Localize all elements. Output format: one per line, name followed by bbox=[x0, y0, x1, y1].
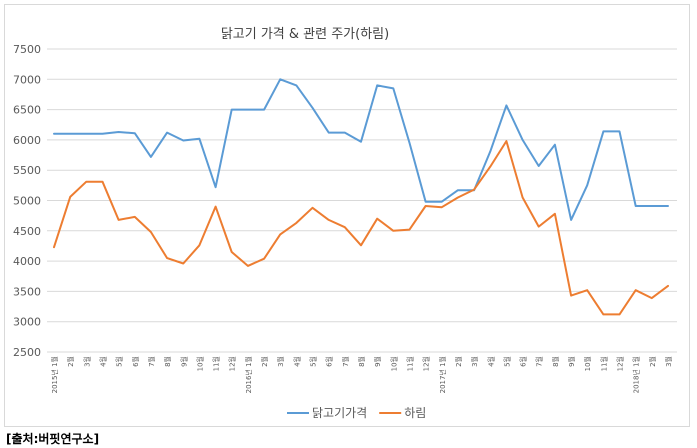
y-tick-label: 2500 bbox=[13, 346, 41, 359]
chart-title: 닭고기 가격 & 관련 주가(하림) bbox=[221, 27, 389, 42]
x-tick-label: 3월 bbox=[276, 356, 285, 367]
series-line bbox=[53, 78, 669, 221]
x-tick-label: 8월 bbox=[163, 356, 172, 367]
x-tick-label: 3월 bbox=[470, 356, 479, 367]
x-tick-label: 10월 bbox=[195, 356, 204, 371]
line-chart: 닭고기 가격 & 관련 주가(하림) 7500 7000 6500 6000 5500 5… bbox=[13, 27, 677, 420]
x-tick-label: 2017년 1월 bbox=[438, 356, 447, 393]
x-tick-label: 2월 bbox=[454, 356, 463, 367]
x-tick-label: 2016년 1월 bbox=[244, 356, 253, 393]
x-tick-label: 6월 bbox=[325, 356, 334, 367]
legend: 닭고기가격 하림 bbox=[287, 406, 426, 420]
x-tick-label: 9월 bbox=[567, 356, 576, 367]
x-tick-label: 2018년 1월 bbox=[632, 356, 641, 393]
x-tick-label: 2월 bbox=[66, 356, 75, 367]
x-tick-label: 3월 bbox=[664, 356, 673, 367]
x-tick-label: 12월 bbox=[422, 356, 431, 371]
series-lines bbox=[53, 78, 669, 316]
x-tick-label: 7월 bbox=[535, 356, 544, 367]
x-tick-label: 2월 bbox=[648, 356, 657, 367]
y-tick-label: 5500 bbox=[13, 164, 41, 177]
y-tick-label: 5000 bbox=[13, 195, 41, 208]
y-tick-label: 3500 bbox=[13, 285, 41, 298]
y-tick-label: 7000 bbox=[13, 73, 41, 86]
y-tick-label: 6000 bbox=[13, 134, 41, 147]
x-tick-label: 5월 bbox=[309, 356, 318, 367]
y-tick-label: 7500 bbox=[13, 43, 41, 56]
x-tick-label: 8월 bbox=[357, 356, 366, 367]
y-tick-label: 3000 bbox=[13, 316, 41, 329]
x-tick-label: 7월 bbox=[147, 356, 156, 367]
x-tick-label: 8월 bbox=[551, 356, 560, 367]
x-tick-label: 2월 bbox=[260, 356, 269, 367]
x-tick-label: 4월 bbox=[292, 356, 301, 367]
x-tick-label: 6월 bbox=[519, 356, 528, 367]
x-tick-label: 10월 bbox=[583, 356, 592, 371]
x-tick-label: 12월 bbox=[228, 356, 237, 371]
gridlines bbox=[47, 48, 677, 353]
x-tick-label: 4월 bbox=[486, 356, 495, 367]
x-tick-label: 5월 bbox=[502, 356, 511, 367]
x-tick-label: 10월 bbox=[389, 356, 398, 371]
x-tick-label: 2015년 1월 bbox=[50, 356, 59, 393]
x-tick-label: 4월 bbox=[98, 356, 107, 367]
x-tick-label: 11월 bbox=[405, 356, 414, 371]
x-axis-ticks: 2015년 1월 2월 3월 4월 5월 6월 7월 8월 9월 10월 11월 12월 2016년 1… bbox=[50, 356, 673, 393]
x-tick-label: 7월 bbox=[341, 356, 350, 367]
x-tick-label: 9월 bbox=[179, 356, 188, 367]
series-line bbox=[53, 140, 669, 316]
x-tick-label: 11월 bbox=[212, 356, 221, 371]
y-tick-label: 4500 bbox=[13, 225, 41, 238]
y-tick-label: 6500 bbox=[13, 104, 41, 117]
y-axis-ticks: 7500 7000 6500 6000 5500 5000 4500 4000 3500 3000… bbox=[13, 43, 41, 359]
x-tick-label: 3월 bbox=[82, 356, 91, 367]
x-tick-label: 5월 bbox=[115, 356, 124, 367]
source-note: [출처:버핏연구소] bbox=[6, 432, 100, 446]
chart-area: 닭고기 가격 & 관련 주가(하림) 7500 7000 6500 6000 5500 5… bbox=[4, 4, 690, 427]
legend-label: 닭고기가격 bbox=[312, 406, 367, 420]
y-tick-label: 4000 bbox=[13, 255, 41, 268]
x-tick-label: 11월 bbox=[599, 356, 608, 371]
x-tick-label: 6월 bbox=[131, 356, 140, 367]
legend-label: 하림 bbox=[404, 406, 426, 420]
x-tick-label: 9월 bbox=[373, 356, 382, 367]
x-tick-label: 12월 bbox=[616, 356, 625, 371]
